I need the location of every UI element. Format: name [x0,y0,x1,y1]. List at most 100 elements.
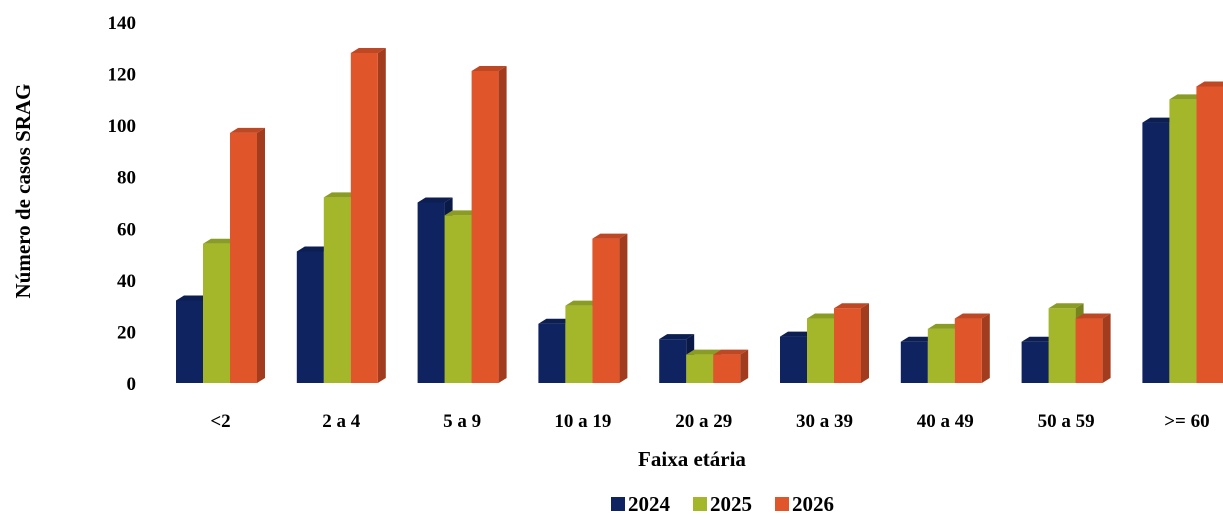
bar-front [927,328,955,383]
bar-top [1142,117,1178,123]
bar-front [296,251,324,383]
bar-top [1021,336,1057,342]
bar-2026-4 [713,349,749,383]
bar-top [834,303,869,309]
bar-front [230,132,257,383]
y-tick-label: 80 [117,168,136,189]
bar-front [350,52,378,383]
bar-top [900,336,936,342]
bar-side [1102,313,1111,383]
x-tick-label: <2 [210,411,230,432]
bar-side [377,47,386,383]
bar-front [538,323,566,383]
bar-front [1196,86,1223,383]
x-tick-label: 50 a 59 [1038,411,1095,432]
bar-front [1075,318,1103,383]
bar-2026-0 [230,127,265,383]
bar-top [230,127,265,133]
bar-top [1169,94,1205,100]
x-tick-label: 5 a 9 [443,411,481,432]
y-tick-label: 60 [117,219,136,240]
bar-front [471,70,499,383]
bar-top [807,313,842,319]
legend-item-2026: 2026 [775,492,834,516]
bar-top [417,197,453,203]
y-tick-label: 120 [108,65,137,86]
bar-top [1075,313,1111,319]
bar-front [1021,341,1049,383]
bar-side [498,65,507,383]
x-tick-label: 10 a 19 [554,411,611,432]
bar-top [659,334,695,340]
legend: 2024 2025 2026 [611,492,834,516]
bar-top [592,233,628,239]
bar-front [592,238,620,383]
bar-front [686,354,714,383]
x-axis-title: Faixa etária [638,447,746,471]
bar-front [900,341,928,383]
bar-2026-3 [592,233,628,383]
bar-front [954,318,982,383]
y-axis-title: Número de casos SRAG [11,84,35,299]
bar-top [323,192,359,198]
bar-front [713,354,741,383]
bar-front [444,215,472,383]
bar-2026-1 [350,47,386,383]
legend-swatch [611,497,625,511]
bar-top [954,313,990,319]
y-tick-label: 140 [108,13,137,34]
bar-side [619,233,628,383]
bar-2026-7 [1075,313,1111,383]
bar-side [981,313,990,383]
bar-side [257,127,265,383]
bar-top [1196,81,1223,87]
y-tick-label: 20 [117,322,136,343]
bar-top [1048,303,1084,309]
bar-front [807,318,834,383]
bar-side [740,349,749,383]
x-tick-label: 20 a 29 [675,411,732,432]
legend-swatch [693,497,707,511]
bar-top [780,331,815,337]
bar-top [444,210,480,216]
x-tick-label: >= 60 [1164,411,1209,432]
bar-top [296,246,332,252]
bar-2026-5 [834,303,869,383]
legend-label: 2024 [628,492,671,516]
bar-front [323,197,351,383]
bar-front [176,300,203,383]
bar-top [471,65,507,71]
x-axis-ticks: <2 2 a 4 5 a 9 10 a 19 20 a 29 30 a 39 40 a 49… [210,411,1209,432]
x-tick-label: 40 a 49 [917,411,974,432]
legend-label: 2026 [792,492,834,516]
legend-item-2024: 2024 [611,492,671,516]
y-tick-label: 40 [117,271,136,292]
bar-front [834,308,861,383]
bar-2026-2 [471,65,507,383]
y-tick-label: 0 [127,374,137,395]
bar-top [927,323,963,329]
bar-front [659,339,687,383]
bar-front [1169,99,1197,383]
bar-front [565,305,593,383]
y-tick-label: 100 [108,116,137,137]
bar-front [203,243,230,383]
bar-side [861,303,869,383]
bar-top [713,349,749,355]
bar-top [538,318,574,324]
x-tick-label: 30 a 39 [796,411,853,432]
legend-swatch [775,497,789,511]
bar-top [203,238,238,244]
bar-top [686,349,722,355]
bar-top [350,47,386,53]
bar-front [780,336,807,383]
legend-label: 2025 [710,492,752,516]
bar-front [1048,308,1076,383]
bar-front [417,202,445,383]
bar-2026-6 [954,313,990,383]
bar-top [565,300,601,306]
bar-top [176,295,211,301]
bar-2026-8 [1196,81,1223,383]
bar-front [1142,122,1170,384]
